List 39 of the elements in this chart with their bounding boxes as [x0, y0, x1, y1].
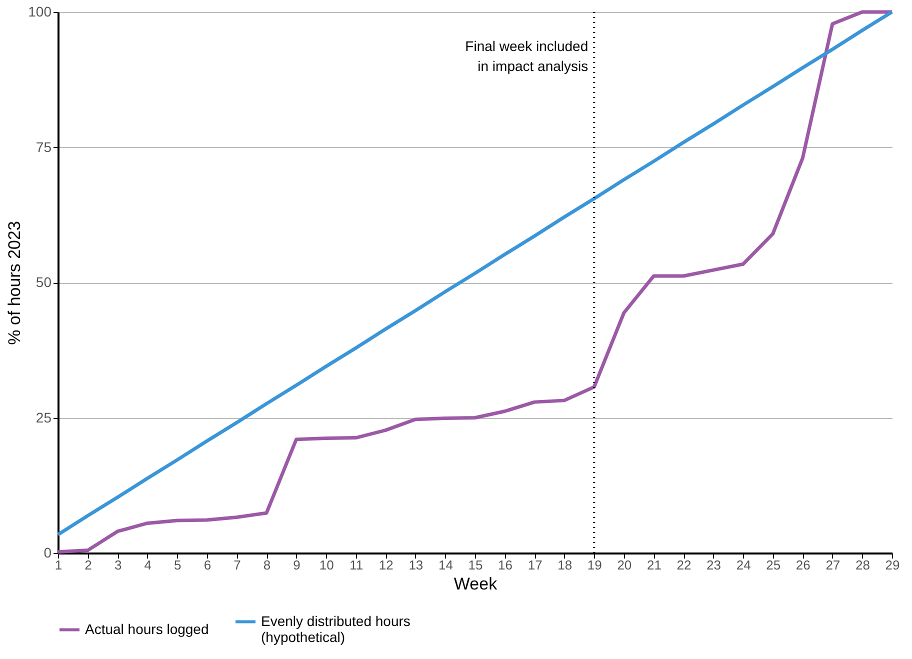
ref-line-label: Final week included in impact analysis [465, 38, 588, 74]
x-tick-label: 12 [378, 558, 394, 572]
legend-label: Actual hours logged [85, 620, 209, 637]
y-tick-label: 75 [36, 138, 52, 155]
x-tick-label: 9 [293, 558, 300, 572]
x-tick-label: 6 [204, 558, 212, 572]
x-tick-label: 20 [617, 558, 632, 572]
x-tick-label: 18 [558, 558, 572, 572]
x-tick-label: 3 [114, 558, 122, 572]
x-tick-label: 2 [84, 558, 92, 572]
x-tick-label: 10 [319, 558, 334, 572]
y-tick-label: 100 [28, 4, 52, 20]
x-tick-label: 26 [796, 558, 810, 572]
x-tick-label: 21 [646, 558, 662, 572]
x-tick-label: 23 [706, 558, 722, 572]
x-tick-label: 19 [587, 558, 602, 572]
x-tick-label: 25 [766, 558, 781, 572]
x-tick-label: 17 [528, 558, 542, 572]
x-tick-label: 15 [468, 558, 483, 572]
x-tick-label: 14 [438, 558, 453, 572]
x-tick-label: 27 [826, 558, 840, 572]
x-tick-label: 29 [885, 558, 900, 572]
x-axis-title: Week [454, 574, 498, 594]
x-tick-label: 24 [736, 558, 751, 572]
x-tick-label: 13 [408, 558, 424, 572]
legend-label: Evenly distributed hours (hypothetical) [261, 612, 410, 645]
y-axis-title: % of hours 2023 [5, 221, 24, 345]
x-tick-label: 1 [54, 558, 62, 572]
x-tick-label: 16 [498, 558, 513, 572]
x-tick-label: 28 [855, 558, 870, 572]
y-tick-label: 50 [36, 274, 52, 290]
x-tick-label: 5 [174, 558, 182, 572]
x-tick-label: 4 [144, 558, 152, 572]
x-tick-label: 7 [234, 558, 241, 572]
y-tick-label: 0 [44, 544, 52, 560]
y-tick-label: 25 [36, 409, 52, 426]
x-tick-label: 11 [350, 558, 364, 572]
x-tick-label: 22 [676, 558, 692, 572]
x-tick-label: 8 [263, 558, 271, 572]
